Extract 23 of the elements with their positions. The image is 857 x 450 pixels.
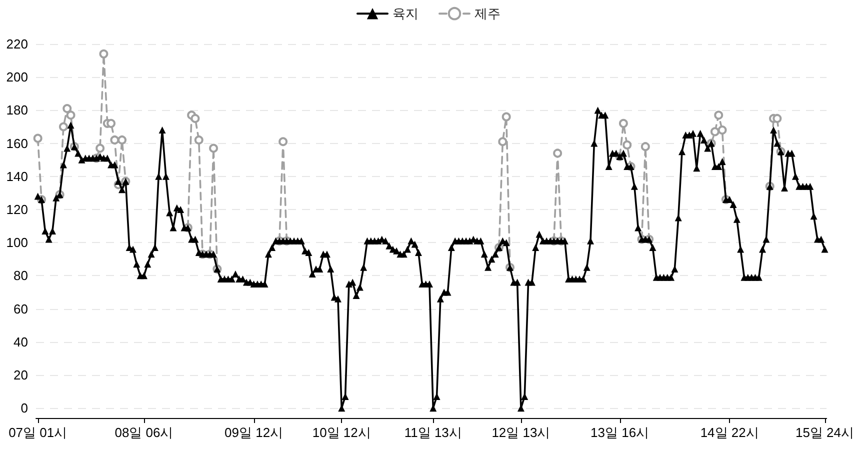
x-tick-label: 10일 12시	[312, 425, 371, 440]
y-tick-label: 140	[6, 168, 28, 184]
y-tick-label: 40	[14, 334, 28, 350]
x-tick-label: 14일 22시	[700, 425, 759, 440]
y-tick-label: 180	[6, 102, 28, 118]
legend-label: 육지	[392, 6, 418, 22]
x-tick-label: 07일 01시	[8, 425, 68, 440]
x-tick-label: 11일 13시	[404, 425, 462, 440]
y-tick-label: 60	[14, 301, 28, 316]
x-tick-label: 08일 06시	[114, 425, 174, 440]
y-tick-label: 80	[14, 268, 28, 284]
y-tick-label: 20	[14, 367, 28, 382]
y-tick-label: 0	[20, 400, 28, 416]
x-tick-label: 09일 12시	[224, 425, 284, 440]
legend-label: 제주	[474, 6, 500, 22]
y-tick-label: 100	[6, 235, 28, 250]
y-tick-label: 200	[6, 70, 28, 85]
y-tick-label: 220	[6, 36, 28, 52]
x-tick-label: 15일 24시	[795, 425, 854, 440]
y-tick-label: 160	[6, 136, 28, 151]
y-tick-label: 120	[6, 202, 28, 217]
x-tick-label: 12일 13시	[492, 425, 550, 440]
x-tick-label: 13일 16시	[590, 425, 650, 440]
